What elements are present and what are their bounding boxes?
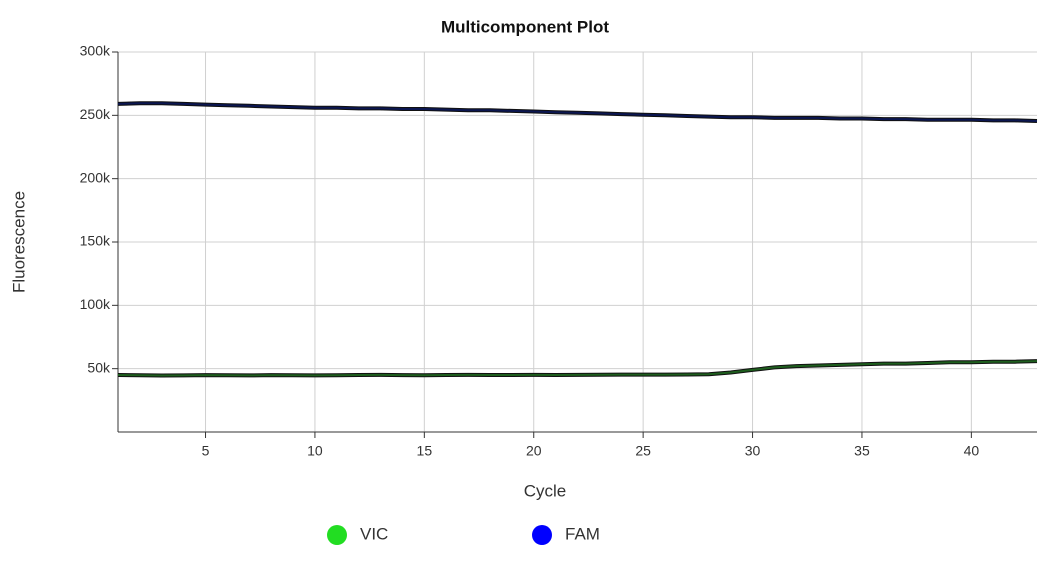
y-tick-label: 250k [80,106,111,122]
y-axis-label: Fluorescence [9,191,28,293]
y-tick-label: 150k [80,233,111,249]
x-axis-label: Cycle [524,481,567,500]
y-tick-label: 50k [87,359,111,375]
y-tick-label: 300k [80,43,111,59]
x-tick-label: 40 [964,443,980,459]
x-tick-label: 10 [307,443,323,459]
x-tick-label: 15 [417,443,433,459]
legend-label: FAM [565,524,600,543]
chart-title: Multicomponent Plot [441,17,609,36]
x-tick-label: 5 [202,443,210,459]
x-tick-label: 35 [854,443,870,459]
x-tick-label: 20 [526,443,542,459]
legend-marker [532,525,552,545]
y-tick-label: 200k [80,169,111,185]
series-line [117,102,1038,122]
x-tick-label: 25 [635,443,651,459]
x-tick-label: 30 [745,443,761,459]
legend-marker [327,525,347,545]
series-line [117,360,1038,377]
legend-label: VIC [360,524,388,543]
y-tick-label: 100k [80,296,111,312]
